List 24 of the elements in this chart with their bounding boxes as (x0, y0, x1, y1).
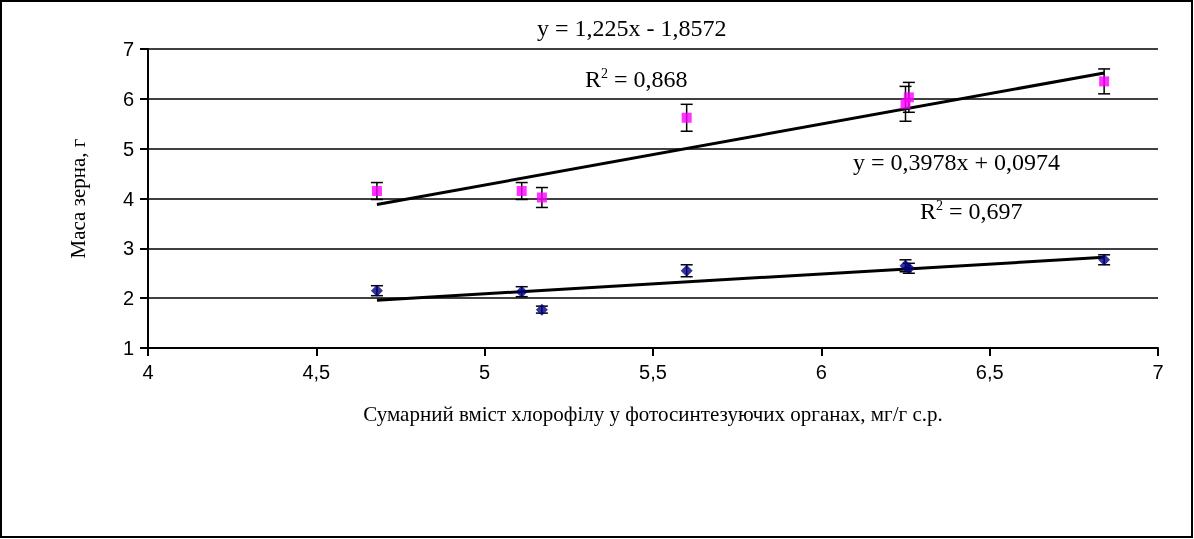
point (371, 186, 382, 197)
point (516, 186, 527, 197)
point (681, 112, 692, 123)
text: y = 1,225x - 1,8572 (537, 15, 727, 41)
x-axis-title: Сумарний вміст хлорофілу у фотосинтезуючих органах, мг/г с.р. (363, 401, 943, 426)
y-tick-label: 7 (122, 38, 134, 60)
point (1099, 76, 1110, 87)
y-axis-title: Маса зерна, г (65, 138, 90, 259)
y-tick-label: 5 (122, 137, 134, 160)
x-tick-label: 6 (815, 361, 827, 383)
point (903, 92, 914, 103)
point (536, 192, 547, 203)
annotation: y = 0,3978x + 0,0974 (853, 149, 1061, 175)
y-tick-label: 6 (122, 87, 134, 110)
x-tick-label: 5 (479, 361, 491, 383)
x-tick-label: 4,5 (302, 361, 331, 383)
x-tick-label: 7 (1152, 361, 1164, 383)
y-tick-label: 3 (122, 237, 134, 260)
y-tick-label: 1 (122, 337, 134, 359)
y-tick-label: 4 (122, 187, 134, 210)
x-tick-label: 6,5 (975, 361, 1004, 383)
x-tick-label: 5,5 (639, 361, 667, 383)
x-tick-label: 4 (142, 361, 154, 383)
y-tick-label: 2 (122, 287, 134, 310)
